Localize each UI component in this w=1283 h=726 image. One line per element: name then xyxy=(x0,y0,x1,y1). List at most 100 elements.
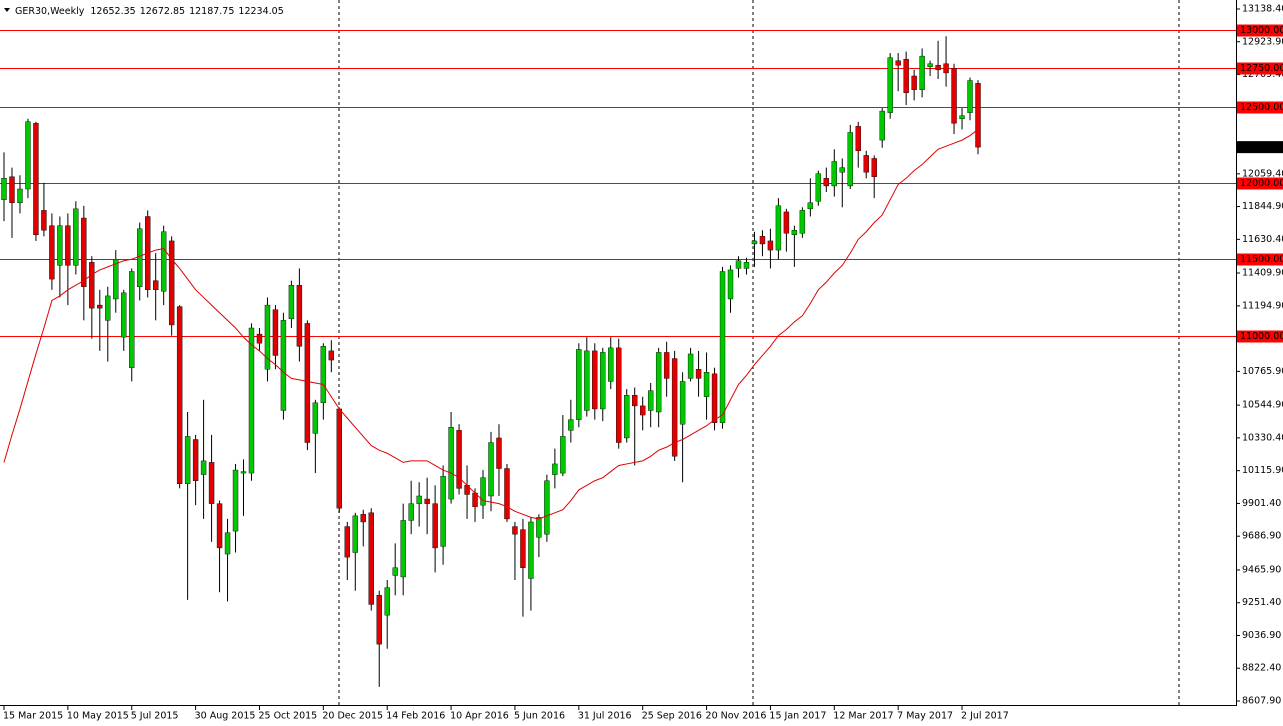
candle-body xyxy=(647,390,654,411)
candle-body xyxy=(823,178,830,187)
y-tick-label: 9251.40 xyxy=(1242,597,1281,608)
candle-body xyxy=(248,327,255,474)
symbol-title: GER30,Weekly xyxy=(15,6,85,17)
candle-body xyxy=(608,347,614,382)
candle-body xyxy=(512,526,518,535)
header-open: 12652.35 xyxy=(90,6,135,17)
x-tick-label: 14 Feb 2016 xyxy=(386,711,445,722)
level-label-box xyxy=(1237,24,1283,37)
menu-arrow[interactable] xyxy=(4,8,10,12)
candle-body xyxy=(264,304,271,370)
y-tick-label: 11409.90 xyxy=(1242,268,1283,279)
candle-body xyxy=(855,126,861,152)
candle-body xyxy=(871,158,877,177)
candle-body xyxy=(759,236,766,245)
current-price-label: 12234.05 xyxy=(1240,142,1283,153)
candle-body xyxy=(488,442,494,497)
candle-body xyxy=(368,512,374,605)
candle-body xyxy=(719,271,726,423)
candle-body xyxy=(600,352,606,410)
candle-body xyxy=(903,58,909,93)
candle-body xyxy=(33,123,39,236)
candle-body xyxy=(775,205,782,251)
x-tick-label: 5 Jul 2015 xyxy=(131,711,179,722)
candle-body xyxy=(560,436,566,474)
candle-body xyxy=(424,498,430,504)
candle-body xyxy=(504,468,510,520)
candle-body xyxy=(304,323,311,443)
candle-body xyxy=(121,292,127,338)
candle-body xyxy=(815,173,822,202)
y-tick-label: 9686.90 xyxy=(1242,531,1281,542)
candle-body xyxy=(831,161,837,187)
candle-body xyxy=(951,68,957,124)
y-tick-label: 10330.40 xyxy=(1242,432,1283,443)
header-close: 12234.05 xyxy=(238,6,283,17)
plot-area xyxy=(0,30,1236,687)
level-label: 12750.00 xyxy=(1240,63,1283,74)
candle-body xyxy=(935,65,941,71)
candle-body xyxy=(192,439,199,481)
candle-body xyxy=(280,320,287,411)
candle-body xyxy=(344,526,350,558)
candle-body xyxy=(448,427,454,500)
candle-body xyxy=(887,57,893,113)
candle-body xyxy=(616,347,622,443)
candle-body xyxy=(320,346,327,404)
x-tick-label: 5 Jun 2016 xyxy=(514,711,565,722)
candle-body xyxy=(695,369,702,379)
candle-body xyxy=(57,225,63,266)
candle-body xyxy=(288,285,295,320)
candle-body xyxy=(176,306,183,484)
candle-body xyxy=(496,437,502,469)
candle-body xyxy=(336,408,343,509)
candle-body xyxy=(416,495,422,504)
y-tick-label: 8607.90 xyxy=(1242,696,1281,707)
candle-body xyxy=(671,358,678,457)
candle-body xyxy=(160,231,167,292)
candle-body xyxy=(73,208,79,266)
candle-body xyxy=(129,271,135,368)
candle-body xyxy=(807,202,814,210)
candle-body xyxy=(959,115,965,119)
y-tick-label: 12059.40 xyxy=(1242,168,1283,179)
candle-body xyxy=(863,155,869,173)
candle-body xyxy=(624,394,630,439)
level-label-box xyxy=(1237,330,1283,343)
candle-body xyxy=(65,225,71,266)
x-tick-label: 12 Mar 2017 xyxy=(833,711,893,722)
x-tick-label: 10 May 2015 xyxy=(67,711,129,722)
x-tick-label: 20 Nov 2016 xyxy=(706,711,767,722)
candle-body xyxy=(97,304,103,309)
candle-body xyxy=(440,475,446,547)
candle-body xyxy=(711,373,718,423)
level-label-box xyxy=(1237,253,1283,266)
candle-body xyxy=(152,280,159,291)
candle-body xyxy=(256,333,263,344)
candle-body xyxy=(536,517,542,538)
candle-body xyxy=(272,309,279,356)
y-tick-label: 10115.90 xyxy=(1242,465,1283,476)
candle-body xyxy=(727,269,734,300)
y-tick-label: 10765.90 xyxy=(1242,366,1283,377)
y-tick-label: 13138.40 xyxy=(1242,4,1283,15)
candle-body xyxy=(919,55,925,90)
candle-body xyxy=(200,460,207,475)
candle-body xyxy=(1,178,7,200)
level-label-box xyxy=(1237,101,1283,114)
candle-body xyxy=(911,75,917,90)
x-tick-label: 30 Aug 2015 xyxy=(195,711,256,722)
candle-body xyxy=(113,259,119,300)
candle-body xyxy=(352,515,358,553)
candle-body xyxy=(17,188,23,203)
candle-body xyxy=(743,262,750,269)
candle-body xyxy=(384,587,390,616)
candle-body xyxy=(528,521,534,579)
level-label-box xyxy=(1237,62,1283,75)
candle-body xyxy=(520,529,526,568)
y-tick-label: 11630.40 xyxy=(1242,234,1283,245)
candle-body xyxy=(703,372,710,397)
candle-body xyxy=(360,514,366,523)
